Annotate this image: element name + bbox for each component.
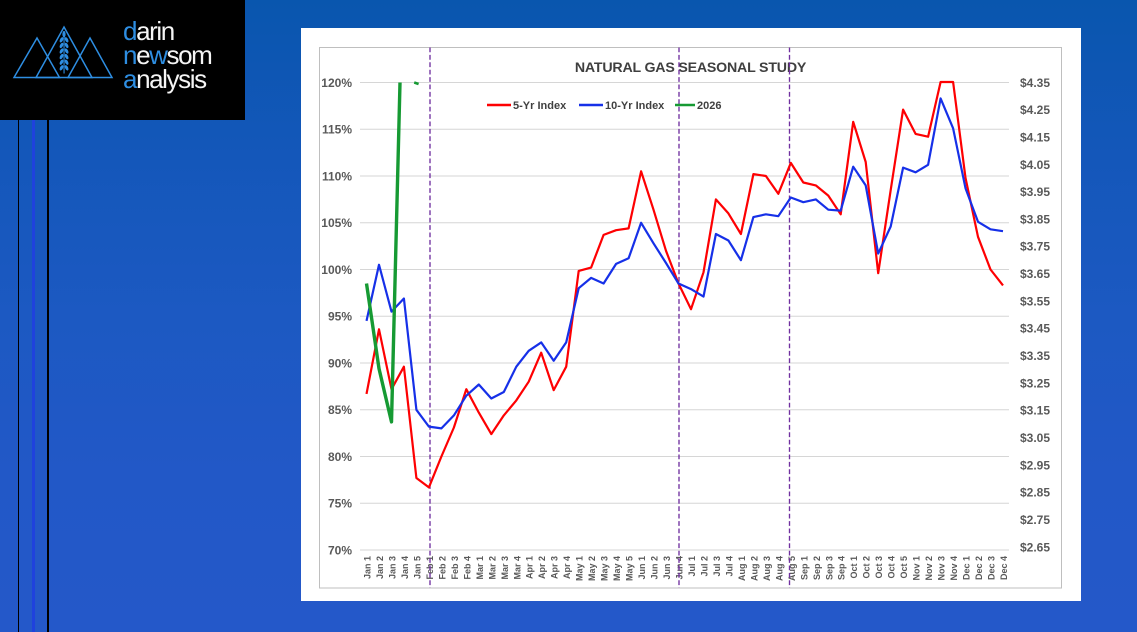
svg-text:$3.15: $3.15 — [1020, 404, 1050, 418]
svg-text:120%: 120% — [321, 76, 352, 90]
svg-text:$4.15: $4.15 — [1020, 130, 1050, 144]
svg-text:85%: 85% — [328, 403, 352, 417]
svg-text:Dec 3: Dec 3 — [987, 556, 997, 580]
svg-text:Mar 1: Mar 1 — [475, 556, 485, 580]
svg-text:100%: 100% — [321, 263, 352, 277]
svg-text:May 3: May 3 — [600, 556, 610, 581]
svg-text:$3.95: $3.95 — [1020, 185, 1050, 199]
svg-text:$2.65: $2.65 — [1020, 540, 1050, 554]
svg-text:Jan 3: Jan 3 — [387, 556, 397, 579]
svg-text:$2.75: $2.75 — [1020, 513, 1050, 527]
svg-text:10-Yr Index: 10-Yr Index — [605, 100, 665, 112]
svg-text:$3.85: $3.85 — [1020, 212, 1050, 226]
svg-text:Aug 4: Aug 4 — [774, 556, 784, 581]
svg-text:$3.25: $3.25 — [1020, 376, 1050, 390]
svg-text:Oct 3: Oct 3 — [874, 556, 884, 579]
svg-text:$2.85: $2.85 — [1020, 486, 1050, 500]
svg-text:5-Yr Index: 5-Yr Index — [513, 100, 567, 112]
svg-text:115%: 115% — [322, 123, 352, 137]
svg-text:Sep 3: Sep 3 — [824, 556, 834, 580]
svg-text:Nov 2: Nov 2 — [924, 556, 934, 581]
svg-text:Jun 3: Jun 3 — [662, 556, 672, 580]
svg-text:Jan 4: Jan 4 — [400, 556, 410, 579]
svg-text:May 4: May 4 — [612, 556, 622, 581]
svg-text:May 5: May 5 — [625, 556, 635, 581]
svg-text:Sep 1: Sep 1 — [799, 556, 809, 580]
svg-text:$3.45: $3.45 — [1020, 322, 1050, 336]
svg-text:2026: 2026 — [697, 100, 721, 112]
svg-text:Nov 1: Nov 1 — [912, 556, 922, 581]
svg-text:Mar 4: Mar 4 — [512, 556, 522, 580]
svg-text:Aug 2: Aug 2 — [749, 556, 759, 581]
svg-text:Dec 2: Dec 2 — [974, 556, 984, 580]
svg-text:Feb 2: Feb 2 — [437, 556, 447, 580]
svg-text:Jun 1: Jun 1 — [637, 556, 647, 580]
svg-text:110%: 110% — [322, 169, 352, 183]
svg-text:Jul 4: Jul 4 — [724, 556, 734, 577]
svg-text:Apr 2: Apr 2 — [537, 556, 547, 579]
svg-text:Sep 4: Sep 4 — [837, 556, 847, 580]
svg-text:Apr 3: Apr 3 — [550, 556, 560, 579]
svg-text:$3.55: $3.55 — [1020, 294, 1050, 308]
svg-text:May 1: May 1 — [575, 556, 585, 581]
svg-text:$3.65: $3.65 — [1020, 267, 1050, 281]
svg-text:$4.05: $4.05 — [1020, 158, 1050, 172]
svg-text:90%: 90% — [328, 356, 352, 370]
svg-text:80%: 80% — [328, 450, 352, 464]
svg-text:Jul 2: Jul 2 — [699, 556, 709, 577]
svg-text:Oct 5: Oct 5 — [899, 556, 909, 579]
svg-text:Nov 3: Nov 3 — [937, 556, 947, 581]
svg-text:105%: 105% — [321, 216, 352, 230]
svg-text:Jan 1: Jan 1 — [363, 556, 373, 579]
svg-text:$3.75: $3.75 — [1020, 240, 1050, 254]
svg-text:Jan 5: Jan 5 — [412, 556, 422, 579]
svg-text:$2.95: $2.95 — [1020, 458, 1050, 472]
svg-text:75%: 75% — [328, 497, 352, 511]
svg-text:70%: 70% — [328, 543, 352, 557]
svg-text:Dec 1: Dec 1 — [962, 556, 972, 580]
svg-text:Apr 4: Apr 4 — [562, 556, 572, 579]
svg-text:$3.05: $3.05 — [1020, 431, 1050, 445]
svg-text:$3.35: $3.35 — [1020, 349, 1050, 363]
svg-text:Oct 4: Oct 4 — [887, 556, 897, 579]
svg-text:95%: 95% — [328, 310, 352, 324]
svg-text:Aug 5: Aug 5 — [787, 556, 797, 581]
svg-text:Feb 4: Feb 4 — [462, 556, 472, 580]
svg-text:NATURAL GAS SEASONAL STUDY: NATURAL GAS SEASONAL STUDY — [575, 60, 807, 76]
svg-text:Jul 3: Jul 3 — [712, 556, 722, 577]
svg-text:Aug 3: Aug 3 — [762, 556, 772, 581]
svg-text:$4.35: $4.35 — [1020, 76, 1050, 90]
svg-text:Jan 2: Jan 2 — [375, 556, 385, 579]
svg-text:Sep 2: Sep 2 — [812, 556, 822, 580]
svg-text:Jul 1: Jul 1 — [687, 556, 697, 577]
svg-text:Mar 3: Mar 3 — [500, 556, 510, 580]
svg-text:Aug 1: Aug 1 — [737, 556, 747, 581]
svg-text:$4.25: $4.25 — [1020, 103, 1050, 117]
svg-text:Jun 2: Jun 2 — [650, 556, 660, 580]
svg-text:Feb 3: Feb 3 — [450, 556, 460, 580]
svg-text:Mar 2: Mar 2 — [487, 556, 497, 580]
svg-text:Oct 1: Oct 1 — [849, 556, 859, 579]
svg-text:May 2: May 2 — [587, 556, 597, 581]
svg-text:Oct 2: Oct 2 — [862, 556, 872, 579]
svg-text:Dec 4: Dec 4 — [999, 556, 1009, 580]
svg-text:Apr 1: Apr 1 — [525, 556, 535, 579]
svg-text:Nov 4: Nov 4 — [949, 556, 959, 581]
